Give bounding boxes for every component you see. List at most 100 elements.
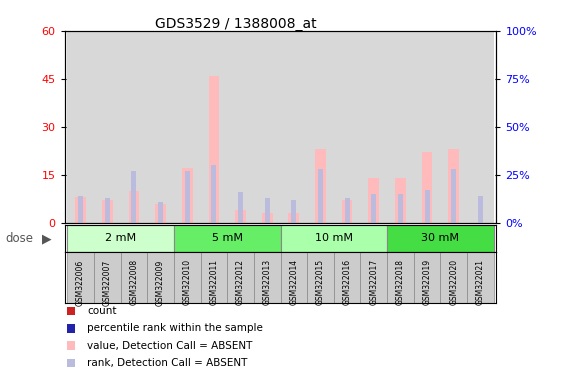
- Bar: [105, 198, 109, 223]
- Bar: [422, 152, 433, 223]
- Bar: [75, 197, 86, 223]
- Bar: [174, 252, 200, 303]
- Bar: [131, 171, 136, 223]
- Text: percentile rank within the sample: percentile rank within the sample: [87, 323, 263, 333]
- Text: GDS3529 / 1388008_at: GDS3529 / 1388008_at: [155, 17, 316, 31]
- Bar: [387, 225, 494, 252]
- Bar: [102, 200, 113, 223]
- Bar: [128, 191, 139, 223]
- Bar: [478, 196, 483, 223]
- Bar: [238, 192, 243, 223]
- Text: value, Detection Call = ABSENT: value, Detection Call = ABSENT: [87, 341, 252, 351]
- Bar: [398, 194, 403, 223]
- Bar: [369, 178, 379, 223]
- Bar: [448, 149, 459, 223]
- Bar: [235, 210, 246, 223]
- Bar: [238, 192, 243, 223]
- Bar: [102, 200, 113, 223]
- Bar: [155, 204, 166, 223]
- Bar: [158, 202, 163, 223]
- Bar: [182, 168, 192, 223]
- Bar: [334, 252, 361, 303]
- Bar: [425, 190, 430, 223]
- Bar: [147, 252, 174, 303]
- Bar: [448, 149, 459, 223]
- Bar: [387, 31, 414, 223]
- Bar: [291, 200, 296, 223]
- Bar: [121, 31, 147, 223]
- Bar: [78, 196, 83, 223]
- Bar: [280, 252, 307, 303]
- Bar: [254, 31, 280, 223]
- Bar: [147, 31, 174, 223]
- Bar: [200, 252, 227, 303]
- Bar: [182, 168, 192, 223]
- Bar: [334, 31, 361, 223]
- Bar: [315, 149, 326, 223]
- Bar: [291, 200, 296, 223]
- Bar: [387, 252, 414, 303]
- Bar: [254, 252, 280, 303]
- Bar: [121, 252, 147, 303]
- Bar: [452, 169, 456, 223]
- Bar: [414, 252, 440, 303]
- Text: GSM322019: GSM322019: [422, 259, 431, 305]
- Bar: [369, 178, 379, 223]
- Bar: [67, 31, 94, 223]
- Bar: [262, 213, 273, 223]
- Text: dose: dose: [6, 232, 34, 245]
- Bar: [94, 31, 121, 223]
- Bar: [342, 200, 352, 223]
- Text: GSM322020: GSM322020: [449, 259, 458, 305]
- Text: GSM322016: GSM322016: [343, 259, 352, 305]
- Bar: [67, 225, 174, 252]
- Bar: [262, 213, 273, 223]
- Bar: [361, 31, 387, 223]
- Bar: [395, 178, 406, 223]
- Text: GSM322017: GSM322017: [369, 259, 378, 305]
- Text: GSM322010: GSM322010: [183, 259, 192, 305]
- Bar: [318, 169, 323, 223]
- Bar: [265, 198, 270, 223]
- Bar: [288, 213, 299, 223]
- Bar: [78, 196, 83, 223]
- Bar: [155, 204, 166, 223]
- Text: 10 mM: 10 mM: [315, 233, 353, 243]
- Bar: [227, 31, 254, 223]
- Bar: [209, 76, 219, 223]
- Bar: [174, 225, 280, 252]
- Text: 30 mM: 30 mM: [421, 233, 459, 243]
- Text: count: count: [87, 306, 117, 316]
- Text: GSM322008: GSM322008: [130, 259, 139, 305]
- Bar: [467, 31, 494, 223]
- Bar: [227, 252, 254, 303]
- Bar: [209, 76, 219, 223]
- Bar: [342, 200, 352, 223]
- Text: GSM322015: GSM322015: [316, 259, 325, 305]
- Bar: [398, 194, 403, 223]
- Bar: [280, 225, 387, 252]
- Bar: [94, 252, 121, 303]
- Text: GSM322009: GSM322009: [156, 259, 165, 306]
- Text: GSM322013: GSM322013: [263, 259, 272, 305]
- Bar: [467, 252, 494, 303]
- Bar: [440, 31, 467, 223]
- Text: GSM322011: GSM322011: [209, 259, 218, 305]
- Bar: [235, 210, 246, 223]
- Bar: [185, 171, 190, 223]
- Bar: [345, 198, 350, 223]
- Bar: [105, 198, 109, 223]
- Bar: [307, 31, 334, 223]
- Bar: [67, 252, 94, 303]
- Bar: [265, 198, 270, 223]
- Bar: [425, 190, 430, 223]
- Text: GSM322007: GSM322007: [103, 259, 112, 306]
- Bar: [478, 196, 483, 223]
- Bar: [200, 31, 227, 223]
- Bar: [174, 31, 200, 223]
- Bar: [307, 252, 334, 303]
- Text: GSM322012: GSM322012: [236, 259, 245, 305]
- Bar: [185, 171, 190, 223]
- Bar: [414, 31, 440, 223]
- Bar: [318, 169, 323, 223]
